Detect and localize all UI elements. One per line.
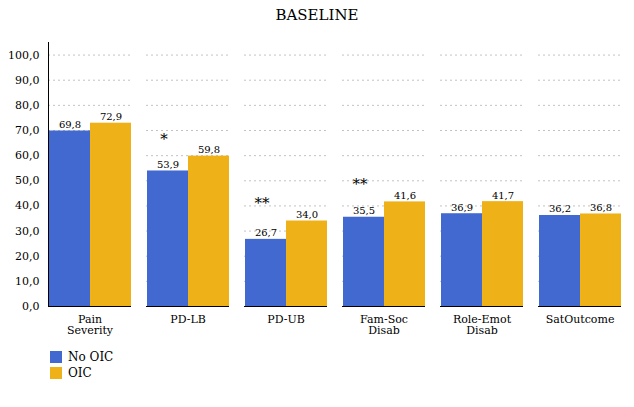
html-text:BASELINE: BASELINE	[275, 6, 359, 24]
svg-text:**: **	[255, 194, 271, 212]
svg-text:50,0: 50,0	[15, 174, 40, 187]
svg-text:PD-LB: PD-LB	[170, 313, 206, 326]
svg-text:40,0: 40,0	[15, 199, 40, 212]
svg-text:41,6: 41,6	[394, 190, 416, 201]
svg-text:35,5: 35,5	[353, 205, 375, 216]
svg-text:30,0: 30,0	[15, 225, 40, 238]
svg-text:59,8: 59,8	[198, 144, 220, 155]
svg-text:Role-EmotDisab: Role-EmotDisab	[453, 313, 512, 337]
svg-text:**: **	[353, 175, 369, 193]
svg-text:69,8: 69,8	[59, 119, 81, 130]
svg-text:70,0: 70,0	[15, 124, 40, 137]
svg-text:34,0: 34,0	[296, 209, 318, 220]
svg-text:20,0: 20,0	[15, 250, 40, 263]
html-text:OIC: OIC	[68, 366, 92, 380]
svg-text:90,0: 90,0	[15, 74, 40, 87]
svg-text:36,8: 36,8	[590, 202, 612, 213]
svg-text:10,0: 10,0	[15, 275, 40, 288]
svg-text:53,9: 53,9	[157, 159, 179, 170]
svg-text:PD-UB: PD-UB	[267, 313, 305, 326]
svg-text:36,2: 36,2	[549, 203, 571, 214]
svg-text:0,0: 0,0	[22, 300, 40, 313]
svg-text:41,7: 41,7	[492, 190, 514, 201]
html-text:No OIC: No OIC	[68, 350, 114, 364]
svg-text:SatOutcome: SatOutcome	[546, 313, 615, 326]
svg-text:PainSeverity: PainSeverity	[67, 313, 114, 337]
svg-text:36,9: 36,9	[451, 202, 473, 213]
svg-text:26,7: 26,7	[255, 227, 277, 238]
svg-text:60,0: 60,0	[15, 149, 40, 162]
svg-text:*: *	[160, 130, 168, 148]
svg-text:72,9: 72,9	[100, 111, 122, 122]
svg-text:100,0: 100,0	[8, 49, 40, 62]
svg-text:Fam-SocDisab: Fam-SocDisab	[360, 313, 408, 337]
svg-text:80,0: 80,0	[15, 99, 40, 112]
